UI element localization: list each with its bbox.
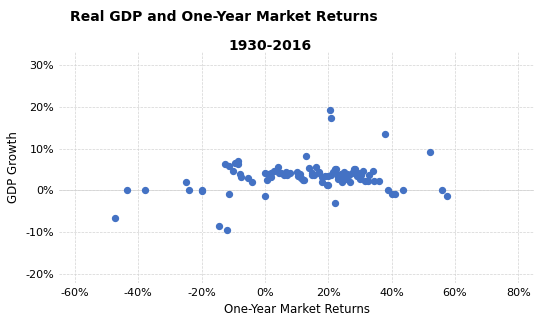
Point bbox=[292, 170, 301, 175]
Point bbox=[357, 172, 366, 178]
Text: Real GDP and One-Year Market Returns: Real GDP and One-Year Market Returns bbox=[70, 10, 378, 24]
Point bbox=[230, 161, 239, 166]
Point bbox=[365, 172, 374, 178]
Point bbox=[314, 171, 323, 176]
Point bbox=[305, 166, 314, 171]
Point bbox=[352, 174, 361, 179]
Point bbox=[343, 172, 352, 177]
Point bbox=[261, 170, 269, 175]
Point bbox=[349, 166, 358, 171]
Point bbox=[329, 170, 338, 175]
Point bbox=[262, 177, 271, 182]
Point bbox=[341, 177, 350, 182]
Point bbox=[381, 131, 390, 136]
Point bbox=[346, 180, 355, 185]
Point bbox=[322, 183, 331, 188]
Point bbox=[243, 175, 252, 181]
Point bbox=[140, 188, 149, 193]
Point bbox=[355, 177, 364, 182]
Point bbox=[333, 177, 342, 182]
Point bbox=[330, 201, 339, 206]
Point bbox=[318, 180, 326, 185]
Point bbox=[340, 174, 348, 179]
Point bbox=[309, 173, 318, 178]
Point bbox=[387, 191, 396, 196]
Point bbox=[197, 188, 206, 193]
Point bbox=[234, 159, 242, 164]
Point bbox=[348, 170, 357, 175]
Point bbox=[360, 179, 369, 184]
Point bbox=[354, 170, 362, 175]
Point bbox=[324, 183, 333, 188]
Point bbox=[283, 172, 292, 177]
Point bbox=[326, 108, 334, 113]
Point bbox=[335, 172, 344, 177]
Point bbox=[321, 174, 329, 179]
Point bbox=[311, 165, 320, 170]
Point bbox=[267, 174, 275, 179]
Point bbox=[368, 169, 377, 174]
Point bbox=[364, 178, 372, 183]
Point bbox=[318, 174, 326, 179]
Point bbox=[333, 174, 342, 179]
Point bbox=[224, 192, 233, 197]
Point bbox=[224, 163, 233, 168]
Point bbox=[235, 172, 244, 177]
Point bbox=[248, 180, 256, 185]
Point bbox=[327, 115, 336, 120]
Point bbox=[384, 188, 393, 193]
Point bbox=[438, 188, 446, 193]
Point bbox=[286, 171, 295, 176]
Point bbox=[337, 172, 345, 177]
Point bbox=[370, 179, 379, 184]
Point bbox=[330, 166, 339, 171]
Y-axis label: GDP Growth: GDP Growth bbox=[7, 131, 20, 203]
Point bbox=[275, 171, 283, 176]
Point bbox=[302, 153, 311, 159]
Point bbox=[345, 172, 353, 177]
Point bbox=[261, 193, 269, 198]
Point bbox=[221, 162, 230, 167]
Text: 1930-2016: 1930-2016 bbox=[229, 39, 312, 53]
Point bbox=[111, 215, 120, 220]
Point bbox=[222, 228, 231, 233]
Point bbox=[398, 188, 407, 193]
Point bbox=[299, 177, 307, 182]
Point bbox=[308, 170, 316, 175]
Point bbox=[425, 149, 434, 154]
X-axis label: One-Year Market Returns: One-Year Market Returns bbox=[223, 303, 370, 316]
Point bbox=[351, 166, 359, 172]
Point bbox=[234, 162, 242, 167]
Point bbox=[181, 180, 190, 185]
Point bbox=[229, 169, 237, 174]
Point bbox=[264, 171, 273, 176]
Point bbox=[294, 173, 302, 178]
Point bbox=[237, 174, 246, 179]
Point bbox=[276, 170, 285, 175]
Point bbox=[281, 170, 290, 175]
Point bbox=[123, 188, 131, 193]
Point bbox=[280, 172, 288, 177]
Point bbox=[338, 180, 347, 185]
Point bbox=[215, 224, 223, 229]
Point bbox=[314, 170, 323, 175]
Point bbox=[443, 194, 451, 199]
Point bbox=[300, 177, 309, 182]
Point bbox=[391, 191, 399, 196]
Point bbox=[327, 172, 336, 177]
Point bbox=[308, 173, 316, 178]
Point bbox=[184, 187, 193, 193]
Point bbox=[332, 166, 340, 171]
Point bbox=[197, 188, 206, 193]
Point bbox=[324, 174, 333, 179]
Point bbox=[359, 169, 367, 174]
Point bbox=[267, 170, 275, 175]
Point bbox=[270, 169, 279, 174]
Point bbox=[273, 165, 282, 170]
Point bbox=[297, 175, 306, 181]
Point bbox=[340, 170, 348, 175]
Point bbox=[374, 178, 383, 183]
Point bbox=[295, 171, 304, 176]
